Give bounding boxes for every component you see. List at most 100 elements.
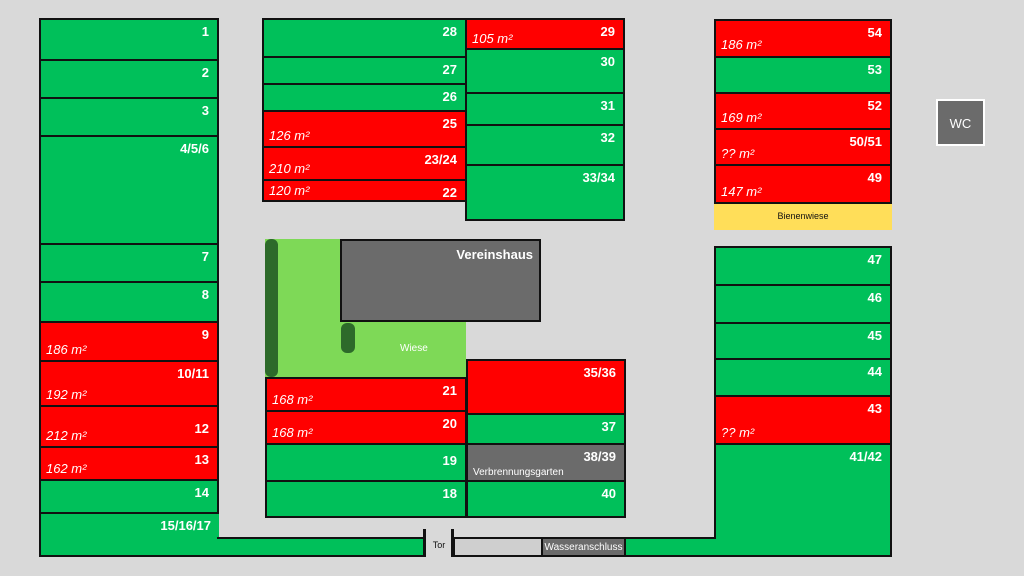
plot-number: 19 [442,453,457,468]
plot-14[interactable]: 14 [39,479,219,514]
plot-1[interactable]: 1 [39,18,219,61]
plot-31[interactable]: 31 [465,92,625,126]
wc-label: WC [949,116,972,131]
plot-number: 9 [201,327,209,342]
plot-13[interactable]: 13 162 m² [39,446,219,481]
plot-26[interactable]: 26 [262,83,467,112]
meadow-label: Wiese [400,343,428,354]
plot-number: 13 [194,452,209,467]
plot-sublabel: Verbrennungsgarten [473,467,564,478]
plot-area: ?? m² [721,146,755,161]
gate-label: Tor [432,540,446,550]
plot-area: 162 m² [46,461,87,476]
plot-area: 210 m² [269,161,310,176]
plot-49[interactable]: 49 147 m² [714,164,892,204]
plot-number: 31 [600,98,615,113]
plot-number: 38/39 [583,449,616,464]
plot-22[interactable]: 22 120 m² [262,179,467,202]
plot-40[interactable]: 40 [466,480,626,518]
plot-number: 20 [442,416,457,431]
clubhouse: Vereinshaus [340,239,541,322]
plot-4-5-6[interactable]: 4/5/6 [39,135,219,245]
plot-44[interactable]: 44 [714,358,892,397]
plot-number: 28 [442,24,457,39]
plot-area: 169 m² [721,110,762,125]
gate-post-right [451,529,454,557]
plot-number: 1 [201,24,209,39]
hedge-short [341,323,355,353]
plot-number: 26 [442,89,457,104]
plot-number: 37 [601,419,616,434]
plot-number: 25 [442,116,457,131]
plot-number: 14 [194,485,209,500]
plot-33-34[interactable]: 33/34 [465,164,625,221]
plot-21[interactable]: 21 168 m² [265,377,467,412]
plot-46[interactable]: 46 [714,284,892,324]
plot-number: 27 [442,62,457,77]
plot-number: 21 [442,383,457,398]
plot-number: 15/16/17 [160,518,211,533]
plot-50-51[interactable]: 50/51 ?? m² [714,128,892,166]
plot-number: 40 [601,486,616,501]
plot-23-24[interactable]: 23/24 210 m² [262,146,467,181]
plot-number: 8 [201,287,209,302]
plot-29[interactable]: 29 105 m² [465,18,625,50]
plot-number: 50/51 [849,134,882,149]
plot-number: 32 [600,130,615,145]
plot-15-16-17[interactable]: 15/16/17 [39,512,219,557]
clubhouse-label: Vereinshaus [456,247,533,262]
plot-10-11[interactable]: 10/11 192 m² [39,360,219,407]
bee-meadow-label: Bienenwiese [777,211,829,221]
plot-number: 53 [867,62,882,77]
plot-38-39[interactable]: 38/39 Verbrennungsgarten [466,443,626,482]
plot-area: 105 m² [472,31,513,46]
plot-number: 23/24 [424,152,457,167]
plot-number: 2 [201,65,209,80]
plot-area: 192 m² [46,387,87,402]
plot-8[interactable]: 8 [39,281,219,323]
bottom-strip-right [624,537,716,557]
plot-25[interactable]: 25 126 m² [262,110,467,148]
plot-number: 29 [600,24,615,39]
water-connection-label: Wasseranschluss [544,542,623,553]
plot-number: 49 [867,170,882,185]
plot-number: 12 [194,421,209,436]
plot-number: 35/36 [583,365,616,380]
plot-number: 45 [867,328,882,343]
plot-19[interactable]: 19 [265,443,467,482]
plot-54[interactable]: 54 186 m² [714,19,892,58]
plot-28[interactable]: 28 [262,18,467,58]
plot-37[interactable]: 37 [466,413,626,445]
plot-45[interactable]: 45 [714,322,892,360]
plot-18[interactable]: 18 [265,480,467,518]
plot-area: ?? m² [721,425,755,440]
plot-9[interactable]: 9 186 m² [39,321,219,362]
plot-47[interactable]: 47 [714,246,892,286]
plot-number: 44 [867,364,882,379]
plot-2[interactable]: 2 [39,59,219,99]
plot-12[interactable]: 12 212 m² [39,405,219,448]
plot-41-42[interactable]: 41/42 [714,443,892,557]
plot-number: 18 [442,486,457,501]
plot-area: 168 m² [272,425,313,440]
plot-3[interactable]: 3 [39,97,219,137]
plot-7[interactable]: 7 [39,243,219,283]
plot-number: 41/42 [849,449,882,464]
plot-20[interactable]: 20 168 m² [265,410,467,445]
plot-number: 10/11 [177,366,209,381]
plot-53[interactable]: 53 [714,56,892,94]
plot-area: 126 m² [269,128,310,143]
plot-32[interactable]: 32 [465,124,625,166]
water-connection: Wasseranschluss [541,537,626,557]
plot-number: 30 [600,54,615,69]
plot-27[interactable]: 27 [262,56,467,85]
plot-number: 52 [867,98,882,113]
plot-30[interactable]: 30 [465,48,625,94]
plot-area: 120 m² [269,183,310,198]
plot-area: 147 m² [721,184,762,199]
plot-area: 212 m² [46,428,87,443]
plot-number: 3 [201,103,209,118]
plot-43[interactable]: 43 ?? m² [714,395,892,445]
plot-52[interactable]: 52 169 m² [714,92,892,130]
plot-35-36[interactable]: 35/36 [466,359,626,415]
